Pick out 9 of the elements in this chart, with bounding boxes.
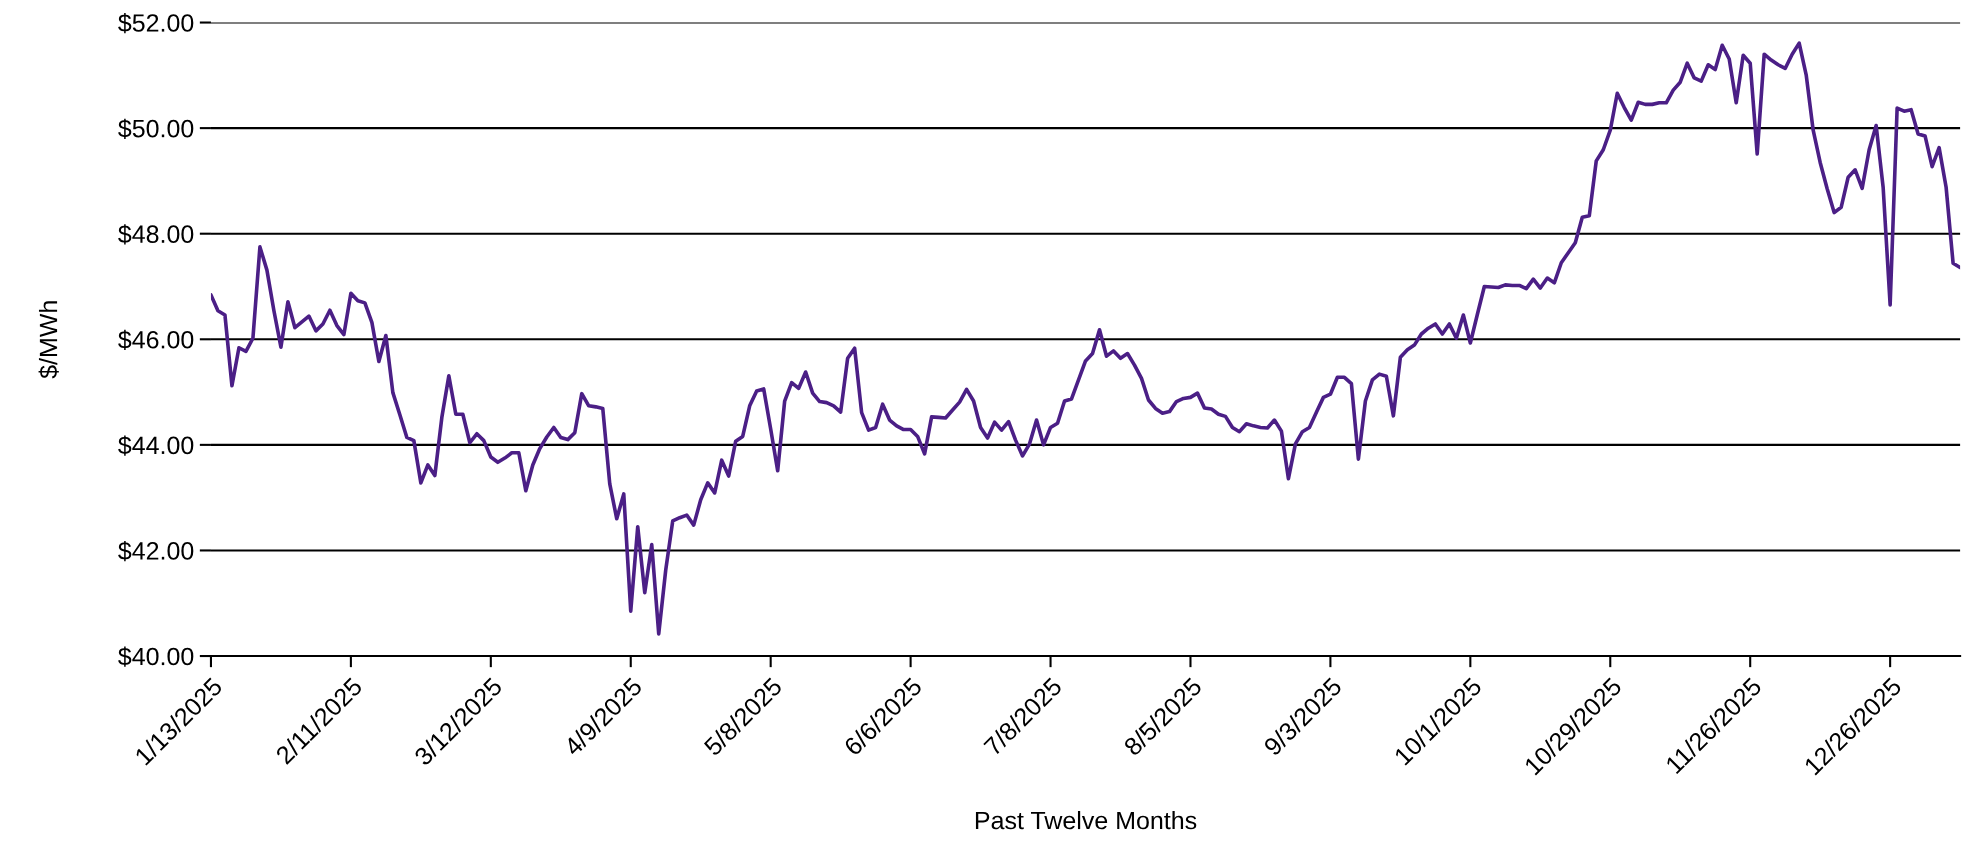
y-axis-title: $/MWh [38, 301, 59, 379]
x-axis-title: Past Twelve Months [975, 810, 1197, 830]
y-tick-label: $40.00 [118, 646, 194, 667]
y-tick-label: $48.00 [118, 224, 194, 245]
y-tick-label: $44.00 [118, 435, 194, 456]
y-tick-label: $52.00 [118, 13, 194, 34]
y-tick-label: $42.00 [118, 541, 194, 562]
y-tick-label: $46.00 [118, 329, 194, 351]
y-tick-label: $50.00 [118, 118, 194, 139]
